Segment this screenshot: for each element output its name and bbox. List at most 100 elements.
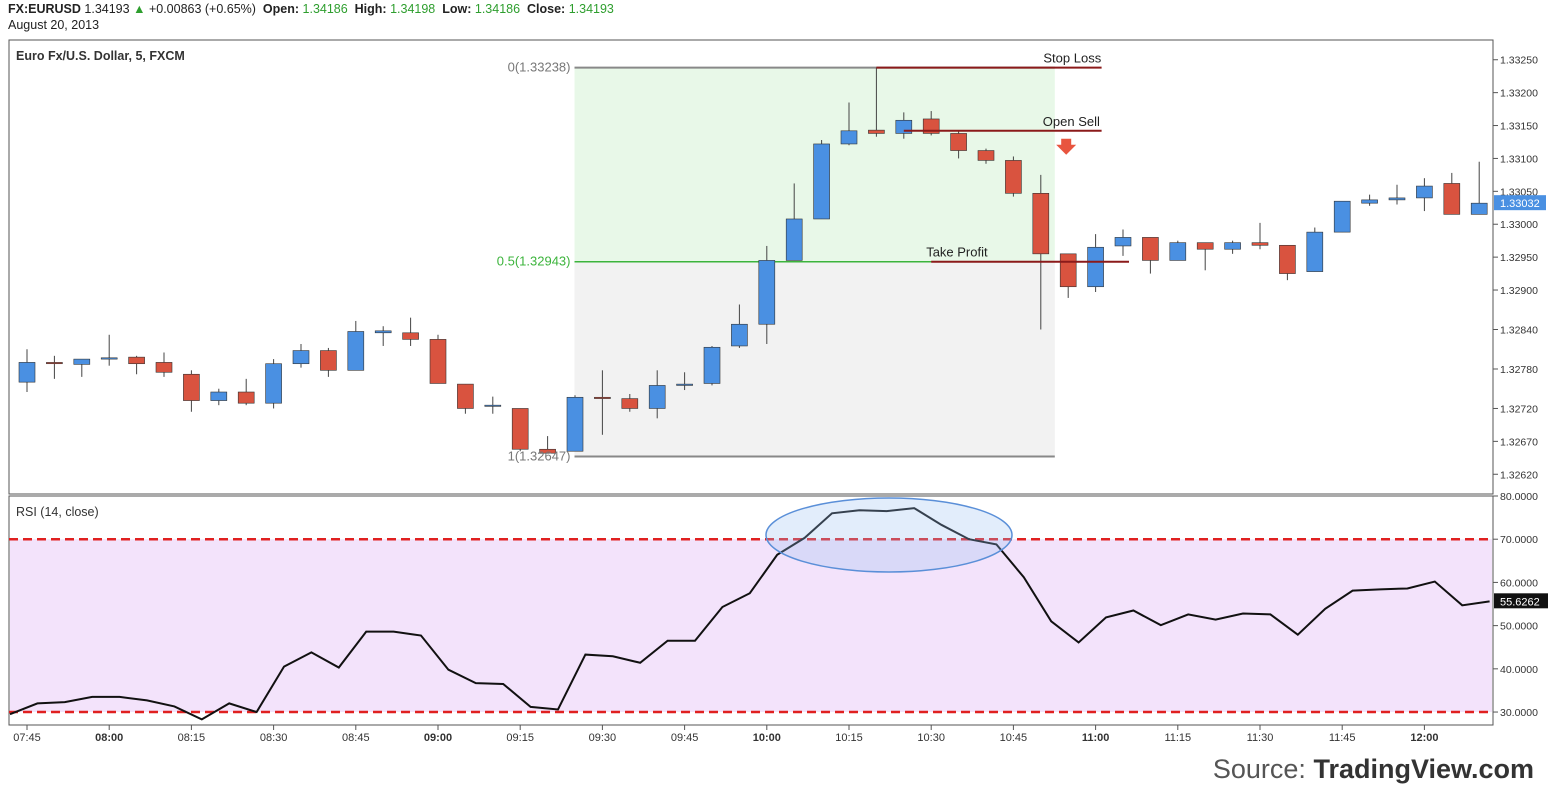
candle-body	[1388, 197, 1406, 201]
candle	[457, 383, 474, 414]
price-tick-label: 1.33250	[1500, 55, 1538, 67]
price-tick-label: 1.32620	[1500, 469, 1538, 481]
fib-lower-zone	[574, 261, 1055, 457]
rsi-tick-label: 50.0000	[1500, 621, 1538, 633]
annotation-label: Take Profit	[926, 245, 988, 260]
overbought-highlight-ellipse	[765, 497, 1013, 573]
candle	[676, 372, 693, 391]
candle	[1224, 240, 1241, 254]
time-tick-label: 10:00	[753, 732, 781, 744]
candle-body	[1279, 244, 1296, 274]
time-tick-label: 11:15	[1164, 732, 1191, 744]
fib-level-1-label: 1(1.32647)	[508, 448, 571, 463]
last-price-tag	[1494, 195, 1546, 211]
candle	[868, 67, 885, 137]
candle-body	[18, 362, 36, 383]
candle-body	[210, 391, 228, 401]
source-prefix: Source:	[1212, 754, 1314, 784]
low-value: 1.34186	[474, 2, 521, 16]
candle-body	[840, 130, 858, 145]
close-value: 1.34193	[568, 2, 614, 16]
candle	[46, 355, 63, 379]
candle	[758, 245, 776, 344]
candle-body	[1087, 246, 1104, 288]
candle-body	[183, 373, 200, 401]
candle-body	[457, 383, 474, 409]
candle	[703, 345, 721, 386]
high-value: 1.34198	[390, 2, 436, 16]
candle-body	[46, 362, 63, 365]
candle	[1306, 227, 1324, 272]
price-tick-label: 1.32720	[1500, 403, 1538, 415]
candle	[1333, 200, 1351, 233]
price-tick-label: 1.32900	[1500, 285, 1538, 297]
candle	[539, 436, 556, 454]
candle	[1361, 194, 1378, 206]
rsi-tick-label: 70.0000	[1500, 534, 1538, 546]
price-tick-label: 1.33200	[1500, 88, 1538, 100]
candle	[237, 378, 255, 406]
candle-body	[1333, 200, 1351, 233]
candle	[183, 370, 200, 412]
candle	[1251, 222, 1269, 250]
rsi-tick-label: 40.0000	[1500, 664, 1538, 676]
candle	[292, 343, 310, 368]
candle-body	[539, 448, 556, 454]
candle	[566, 395, 584, 452]
candle	[594, 370, 611, 435]
annotation-label: Open Sell	[1043, 114, 1100, 129]
candle	[1114, 229, 1132, 256]
time-tick-label: 09:15	[506, 732, 534, 744]
candle-body	[374, 330, 392, 334]
candle	[648, 370, 666, 419]
candle-body	[1251, 242, 1269, 246]
candle-body	[292, 350, 310, 365]
rsi-tick-label: 80.0000	[1500, 491, 1538, 503]
candle-body	[73, 358, 91, 365]
candle-body	[977, 150, 995, 161]
fib-level-0-label: 0(1.33238)	[508, 60, 571, 75]
candle-body	[320, 350, 337, 371]
price-tick-label: 1.33100	[1500, 153, 1538, 165]
candle-body	[594, 396, 611, 399]
candle-body	[1470, 202, 1488, 215]
rsi-pane-title: RSI (14, close)	[16, 505, 99, 519]
candle	[374, 326, 392, 346]
price-tick-label: 1.32840	[1500, 325, 1538, 337]
candle-body	[1306, 231, 1324, 272]
time-tick-label: 08:00	[95, 732, 123, 744]
candle-body	[731, 323, 748, 347]
candle	[731, 304, 748, 348]
candle-body	[785, 218, 803, 261]
candle	[977, 148, 995, 164]
candle	[1142, 237, 1159, 274]
price-tick-label: 1.33000	[1500, 219, 1538, 231]
fib-level-0.5-label: 0.5(1.32943)	[497, 254, 571, 269]
time-tick-label: 08:30	[260, 732, 288, 744]
candle	[320, 347, 337, 377]
source-credit: Source: TradingView.com	[1213, 754, 1534, 785]
candle	[1470, 161, 1488, 215]
candle-body	[347, 331, 365, 371]
time-tick-label: 08:15	[178, 732, 206, 744]
open-label: Open:	[262, 2, 300, 16]
chart-date: August 20, 2013	[8, 18, 100, 32]
chart-header: FX:EURUSD 1.34193 ▲ +0.00863 (+0.65%) Op…	[8, 2, 614, 16]
candle-body	[1224, 242, 1241, 250]
rsi-last-value-label: 55.6262	[1500, 596, 1540, 608]
time-tick-label: 11:00	[1082, 732, 1110, 744]
candle-body	[484, 404, 502, 407]
candle	[1169, 240, 1187, 261]
time-tick-label: 12:00	[1410, 732, 1438, 744]
rsi-tick-label: 30.0000	[1500, 707, 1538, 719]
candle-body	[1361, 199, 1378, 204]
candle-body	[429, 339, 447, 384]
candle	[1388, 184, 1406, 205]
up-triangle-icon: ▲	[133, 2, 146, 16]
annotation-label: Stop Loss	[1043, 51, 1101, 66]
rsi-tick-label: 60.0000	[1500, 577, 1538, 589]
high-label: High:	[354, 2, 387, 16]
candle-body	[1114, 237, 1132, 247]
last-price-tag-label: 1.33032	[1500, 198, 1540, 210]
